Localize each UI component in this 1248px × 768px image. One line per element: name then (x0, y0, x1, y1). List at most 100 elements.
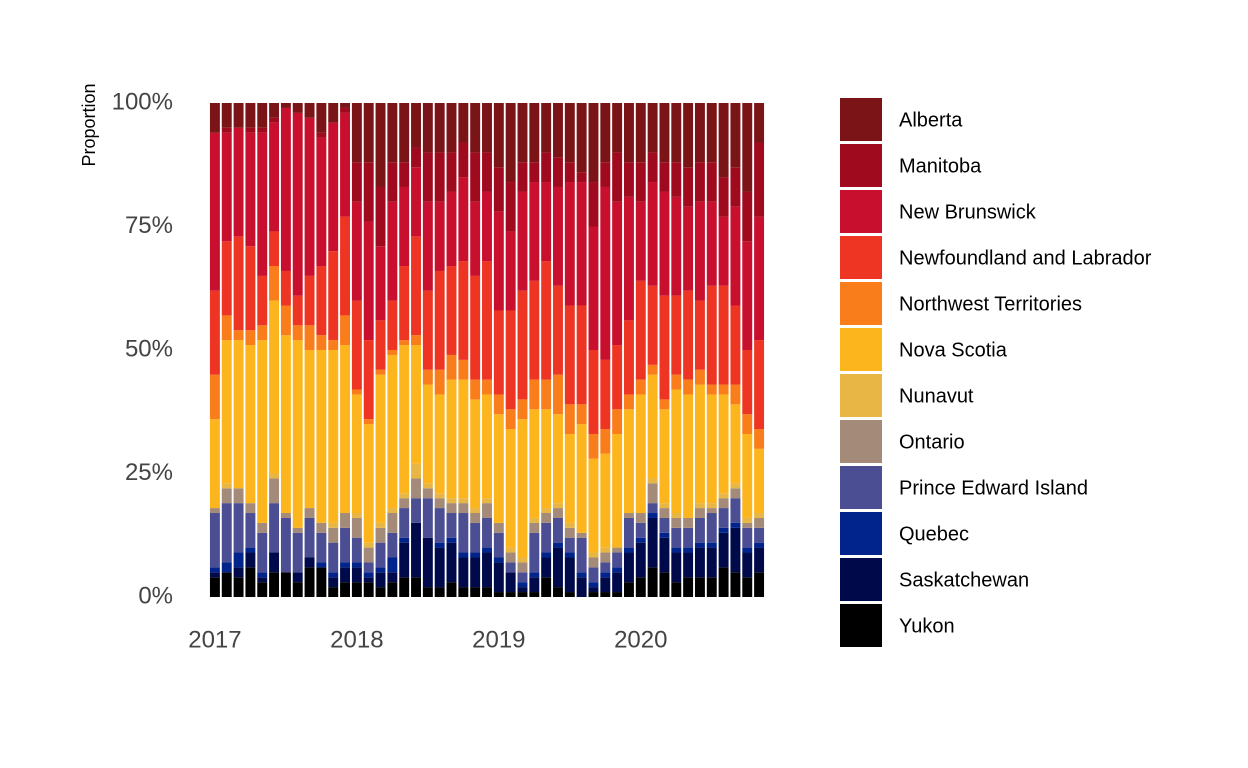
bar-segment (754, 513, 765, 518)
bar-segment (623, 547, 634, 553)
bar-segment (541, 261, 552, 380)
bar-segment (600, 592, 611, 597)
bar-segment (340, 562, 351, 568)
bar-segment (482, 261, 492, 380)
x-tick-label: 2020 (614, 626, 667, 653)
bar-segment (694, 508, 705, 518)
bar-segment (209, 577, 220, 597)
bar-segment (422, 483, 433, 489)
bar-segment (458, 103, 469, 143)
bar-segment (718, 394, 729, 494)
bar-segment (623, 196, 634, 321)
bar-segment (257, 572, 268, 578)
bar-segment (588, 458, 599, 553)
bar-segment (505, 547, 516, 553)
legend-swatch (840, 236, 882, 279)
bar-segment (434, 542, 445, 548)
bar-segment (730, 488, 741, 499)
bar-segment (730, 206, 741, 306)
bar-segment (387, 201, 398, 301)
bar-segment (505, 429, 516, 548)
bar-segment (730, 404, 741, 484)
bar-segment (257, 582, 268, 597)
bar-segment (517, 191, 528, 291)
legend-swatch (840, 466, 882, 509)
bar-segment (754, 103, 765, 143)
bar-segment (269, 300, 280, 474)
bar-segment (280, 305, 291, 336)
bar-segment (742, 103, 753, 192)
bar-segment (623, 552, 634, 583)
bar-segment (434, 394, 445, 494)
bar-segment (576, 572, 587, 578)
bar-segment (340, 513, 351, 528)
bar-segment (245, 246, 256, 331)
bar-segment (529, 409, 540, 518)
bar-segment (482, 394, 492, 499)
bar-segment (269, 473, 280, 479)
bar-segment (588, 567, 599, 583)
bar-segment (647, 478, 658, 484)
bar-segment (623, 394, 634, 410)
bar-segment (458, 513, 469, 553)
bar-segment (742, 433, 753, 518)
bar-segment (328, 340, 339, 350)
bar-segment (375, 567, 386, 573)
bar-segment (754, 340, 765, 430)
bar-segment (470, 103, 481, 153)
bar-segment (363, 340, 374, 420)
bar-segment (671, 295, 682, 375)
bar-segment (553, 157, 563, 187)
bar-segment (304, 517, 315, 558)
bar-segment (269, 103, 280, 118)
bar-segment (470, 399, 481, 509)
bar-segment (623, 409, 634, 514)
bar-segment (718, 384, 729, 395)
bar-segment (671, 527, 682, 548)
bar-segment (564, 527, 575, 538)
bar-segment (694, 547, 705, 578)
bar-segment (233, 567, 244, 578)
bar-segment (659, 572, 670, 597)
bar-segment (612, 547, 623, 553)
bar-segment (363, 547, 374, 563)
bar-segment (209, 419, 220, 509)
bar-segment (493, 167, 504, 212)
bar-segment (671, 196, 682, 296)
bar-segment (529, 592, 540, 597)
bar-segment (612, 567, 623, 573)
bar-segment (600, 162, 611, 187)
bar-segment (683, 394, 694, 518)
bar-segment (470, 379, 481, 400)
bar-segment (458, 142, 469, 178)
bar-segment (411, 103, 421, 148)
bar-segment (245, 330, 256, 346)
bar-segment (328, 122, 339, 252)
bar-segment (529, 532, 540, 573)
bar-segment (742, 522, 753, 528)
bar-segment (647, 103, 658, 153)
bar-segment (541, 508, 552, 514)
bar-segment (470, 552, 481, 558)
bar-segment (576, 182, 587, 306)
bar-segment (647, 152, 658, 183)
bar-segment (245, 103, 256, 128)
bar-segment (659, 191, 670, 296)
bar-segment (245, 552, 256, 568)
bar-segment (446, 498, 457, 504)
bar-segment (292, 325, 303, 341)
bar-segment (730, 167, 741, 207)
y-tick-label: 0% (138, 582, 173, 609)
bar-segment (482, 103, 492, 153)
bar-segment (600, 577, 611, 593)
bar-segment (553, 285, 563, 375)
bar-segment (647, 513, 658, 518)
bar-segment (576, 537, 587, 573)
bar-segment (730, 572, 741, 597)
bar-segment (316, 335, 327, 350)
legend-label: Alberta (899, 109, 963, 131)
bar-segment (694, 577, 705, 597)
bar-segment (493, 394, 504, 415)
bar-segment (683, 547, 694, 553)
bar-segment (553, 503, 563, 509)
